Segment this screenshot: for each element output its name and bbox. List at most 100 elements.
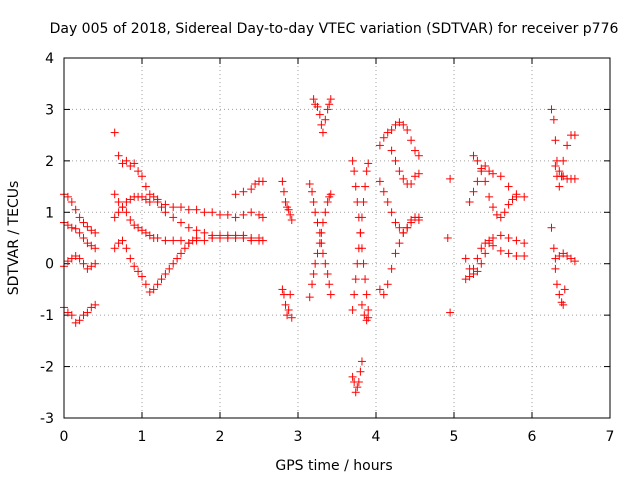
- data-point: [520, 252, 529, 260]
- data-point: [551, 264, 560, 273]
- y-tick-label: 4: [45, 51, 54, 67]
- data-point: [496, 172, 505, 181]
- data-point: [169, 213, 178, 222]
- data-point: [375, 141, 384, 150]
- data-point: [552, 280, 561, 289]
- data-point: [255, 234, 263, 242]
- data-point: [67, 223, 76, 232]
- data-point: [465, 198, 474, 206]
- data-point: [138, 272, 146, 281]
- data-point: [161, 208, 170, 217]
- data-point: [165, 264, 174, 273]
- data-point: [512, 236, 521, 245]
- data-point: [323, 270, 332, 278]
- data-point: [305, 180, 314, 188]
- x-tick-label: 5: [450, 429, 459, 445]
- data-point: [361, 275, 370, 284]
- data-point: [71, 205, 80, 214]
- data-point: [283, 311, 292, 320]
- data-point: [110, 128, 119, 137]
- data-point: [326, 190, 335, 199]
- data-point: [557, 172, 566, 181]
- y-axis-title: SDTVAR / TECUs: [6, 181, 22, 296]
- data-point: [231, 213, 240, 222]
- data-point: [379, 290, 388, 299]
- data-point: [287, 216, 296, 224]
- data-point: [551, 162, 560, 170]
- data-point: [361, 182, 370, 191]
- data-point: [496, 246, 505, 255]
- y-tick-label: -1: [40, 308, 54, 324]
- data-point: [200, 236, 209, 245]
- data-point: [75, 213, 84, 222]
- data-point: [446, 174, 455, 183]
- data-point: [278, 177, 287, 186]
- data-point: [469, 264, 478, 273]
- data-point: [364, 306, 373, 314]
- data-point: [313, 249, 322, 258]
- data-point: [177, 236, 185, 245]
- data-point: [504, 200, 513, 209]
- data-point: [469, 187, 478, 196]
- data-point: [323, 198, 332, 206]
- data-point: [122, 208, 131, 217]
- data-point: [308, 280, 317, 289]
- data-point: [473, 254, 482, 263]
- data-point: [559, 156, 568, 165]
- data-point: [200, 228, 209, 237]
- data-point: [318, 128, 327, 137]
- data-point: [91, 300, 100, 309]
- data-markers: [60, 95, 579, 397]
- data-point: [379, 133, 388, 142]
- data-point: [391, 218, 400, 227]
- data-point: [145, 198, 154, 206]
- y-tick-label: -2: [40, 360, 54, 376]
- data-point: [356, 367, 365, 376]
- data-point: [258, 213, 267, 222]
- y-tick-label: -3: [40, 411, 54, 427]
- data-point: [141, 280, 150, 289]
- data-point: [520, 239, 529, 248]
- data-point: [286, 290, 295, 299]
- data-point: [350, 167, 359, 176]
- data-point: [325, 280, 334, 289]
- data-point: [153, 234, 162, 242]
- data-point: [130, 262, 139, 271]
- data-point: [481, 177, 490, 186]
- data-point: [169, 236, 178, 245]
- data-point: [364, 313, 373, 322]
- data-point: [477, 164, 486, 173]
- data-point: [504, 234, 513, 242]
- data-point: [469, 151, 478, 160]
- data-point: [79, 234, 88, 242]
- data-point: [407, 136, 416, 145]
- data-point: [247, 185, 256, 194]
- data-point: [126, 254, 135, 263]
- data-point: [547, 105, 556, 114]
- data-point: [247, 208, 256, 217]
- data-point: [305, 293, 314, 302]
- grid-lines: [64, 58, 610, 418]
- data-point: [169, 203, 178, 212]
- data-point: [134, 267, 143, 276]
- x-tick-labels: 0 1 2 3 4 5 6 7: [60, 429, 615, 445]
- data-point: [114, 198, 123, 206]
- data-point: [153, 198, 162, 206]
- data-point: [308, 187, 317, 196]
- data-point: [184, 223, 193, 232]
- data-point: [354, 244, 363, 253]
- data-point: [383, 198, 392, 206]
- data-point: [126, 216, 135, 224]
- data-point: [286, 210, 295, 219]
- data-point: [315, 110, 324, 119]
- data-point: [284, 306, 293, 314]
- data-point: [281, 300, 290, 309]
- data-point: [489, 234, 497, 242]
- data-point: [321, 208, 330, 217]
- data-point: [395, 167, 404, 176]
- data-point: [364, 159, 373, 168]
- data-point: [555, 182, 564, 191]
- data-point: [177, 218, 185, 227]
- data-point: [317, 120, 326, 129]
- data-point: [161, 236, 170, 245]
